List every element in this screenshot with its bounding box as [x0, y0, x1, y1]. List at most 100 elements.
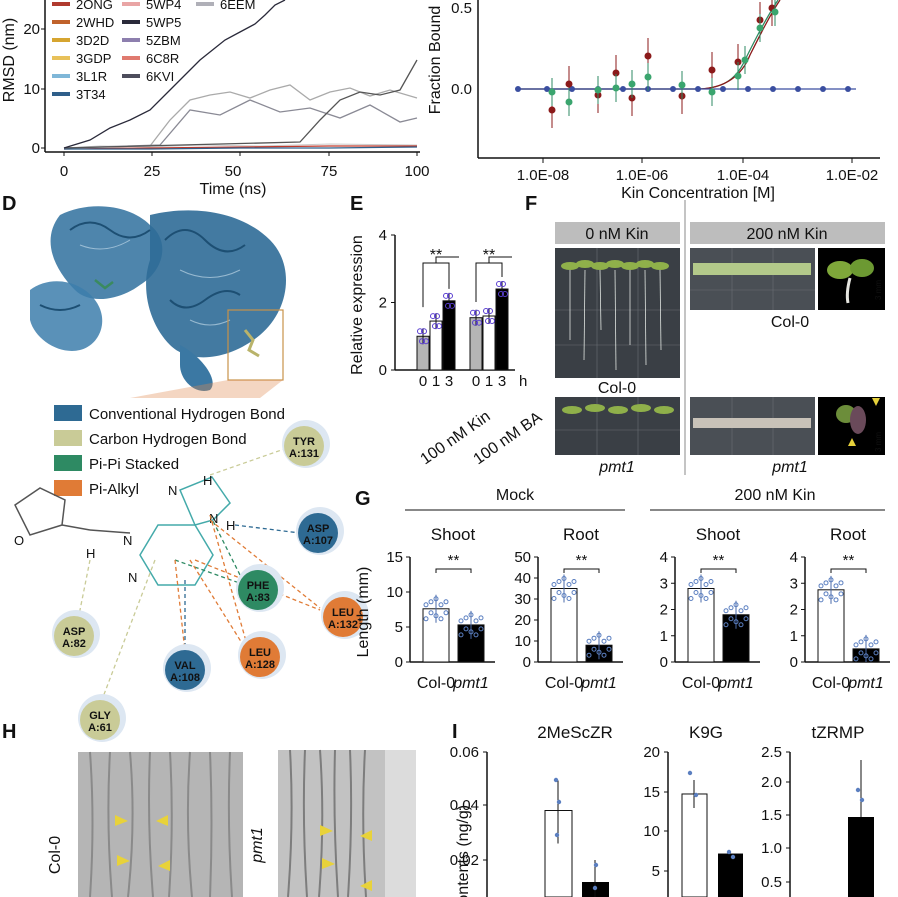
- replicate-point: [496, 281, 502, 287]
- point: [594, 86, 602, 94]
- header-200nm-text: 200 nM Kin: [747, 226, 828, 243]
- replicate-point: [728, 616, 734, 622]
- xtick-label: 1: [432, 373, 440, 390]
- mock-header: Mock: [496, 487, 535, 504]
- ytick-label: 0: [790, 654, 798, 671]
- residue-name: LEU: [332, 607, 354, 619]
- panel-c-yticks: 0.5 0.0: [451, 0, 472, 98]
- panel-h: H Col-0 pmt1: [2, 721, 416, 897]
- replicate-point: [868, 642, 874, 648]
- subchart-title: tZRMP: [812, 723, 865, 742]
- atom-h: H: [226, 518, 235, 533]
- bar: [495, 288, 509, 371]
- point: [708, 88, 716, 96]
- scale-label: 3 mm: [874, 280, 883, 300]
- label-pmt1-h: pmt1: [249, 827, 266, 864]
- point: [644, 73, 652, 81]
- atom-h: H: [86, 546, 95, 561]
- legend-swatch: [54, 480, 82, 496]
- subchart-title: Root: [563, 525, 599, 544]
- replicate-point: [730, 854, 736, 860]
- ytick-label: 30: [514, 591, 531, 608]
- label-pmt1-0: pmt1: [598, 459, 635, 476]
- ytick-label: 4: [379, 227, 387, 244]
- panel-a-xlabel: Time (ns): [200, 181, 267, 198]
- residue-number: A:131: [289, 448, 319, 460]
- replicate-point: [478, 615, 484, 621]
- point: [612, 69, 620, 77]
- replicate-point: [838, 591, 844, 597]
- replicate-point: [500, 281, 506, 287]
- point: [544, 86, 550, 92]
- xtick-label: 1: [485, 373, 493, 390]
- replicate-point: [601, 652, 607, 658]
- rmsd-trace: [64, 146, 418, 150]
- subchart-title: Shoot: [696, 525, 741, 544]
- ytick-label: 50: [514, 549, 531, 566]
- cotyledon-closeup-pmt1: 3 mm: [818, 397, 885, 455]
- replicate-point: [447, 292, 453, 299]
- ytick-label: 4: [660, 549, 668, 566]
- xtick-label: pmt1: [580, 675, 617, 692]
- fit-curve: [518, 0, 781, 90]
- residue-node: [240, 637, 280, 677]
- replicate-point: [592, 885, 598, 891]
- subchart-title: K9G: [689, 723, 723, 742]
- replicate-point: [485, 318, 491, 324]
- xtick-label: 0: [472, 373, 480, 390]
- legend-label: 6KVI: [146, 69, 174, 84]
- replicate-point: [586, 652, 592, 658]
- ytick-label: 15: [643, 784, 660, 801]
- point: [678, 81, 686, 89]
- replicate-point: [571, 579, 577, 584]
- svg-text:1.0E-02: 1.0E-02: [826, 167, 879, 184]
- point: [670, 86, 676, 92]
- rmsd-trace: [63, 145, 417, 150]
- replicate-point: [428, 610, 434, 616]
- panel-c-xticks: 1.0E-08 1.0E-06 1.0E-04 1.0E-02: [517, 167, 879, 184]
- replicate-point: [433, 613, 439, 619]
- xtick-label: Col-0: [545, 675, 583, 692]
- replicate-point: [828, 594, 834, 600]
- residue-name: ASP: [63, 626, 86, 638]
- label-pmt1-200: pmt1: [771, 459, 808, 476]
- svg-text:1.0E-06: 1.0E-06: [616, 167, 669, 184]
- replicate-point: [828, 577, 834, 583]
- panel-a-xticks: 0 25 50 75 100: [60, 163, 430, 180]
- bar: [442, 300, 456, 371]
- replicate-point: [487, 308, 493, 314]
- panel-a-ylabel: RMSD (nm): [1, 18, 18, 102]
- ytick-label: 0.04: [450, 797, 479, 814]
- panel-label-d: D: [2, 193, 16, 215]
- replicate-point: [566, 582, 572, 587]
- atom-n: N: [168, 483, 177, 498]
- microscopy-col0: [78, 751, 243, 897]
- ytick-label: 3: [660, 575, 668, 592]
- replicate-point: [591, 646, 597, 652]
- replicate-point: [554, 832, 560, 838]
- ytick-label: 1: [790, 628, 798, 645]
- replicate-point: [449, 302, 455, 309]
- replicate-point: [698, 576, 704, 581]
- xtick-label: pmt1: [452, 675, 489, 692]
- panel-d: D Conventional Hydrogen Bond Carbon Hydro…: [2, 193, 369, 742]
- replicate-point: [476, 319, 482, 326]
- svg-text:100: 100: [404, 163, 429, 180]
- replicate-point: [458, 618, 464, 624]
- replicate-point: [470, 309, 476, 316]
- xtick-label: 3: [498, 373, 506, 390]
- replicate-point: [423, 602, 429, 608]
- label-col0-200: Col-0: [771, 314, 809, 331]
- ytick-label: 1.5: [761, 807, 782, 824]
- xtick-label: pmt1: [847, 675, 884, 692]
- replicate-point: [688, 596, 694, 601]
- header-0nm-text: 0 nM Kin: [585, 226, 648, 243]
- replicate-point: [556, 579, 562, 584]
- replicate-point: [596, 649, 602, 655]
- legend-label: 2WHD: [76, 15, 114, 30]
- atom-n: N: [209, 511, 218, 526]
- point: [845, 86, 851, 92]
- point: [612, 84, 620, 92]
- residue-number: A:108: [170, 672, 200, 684]
